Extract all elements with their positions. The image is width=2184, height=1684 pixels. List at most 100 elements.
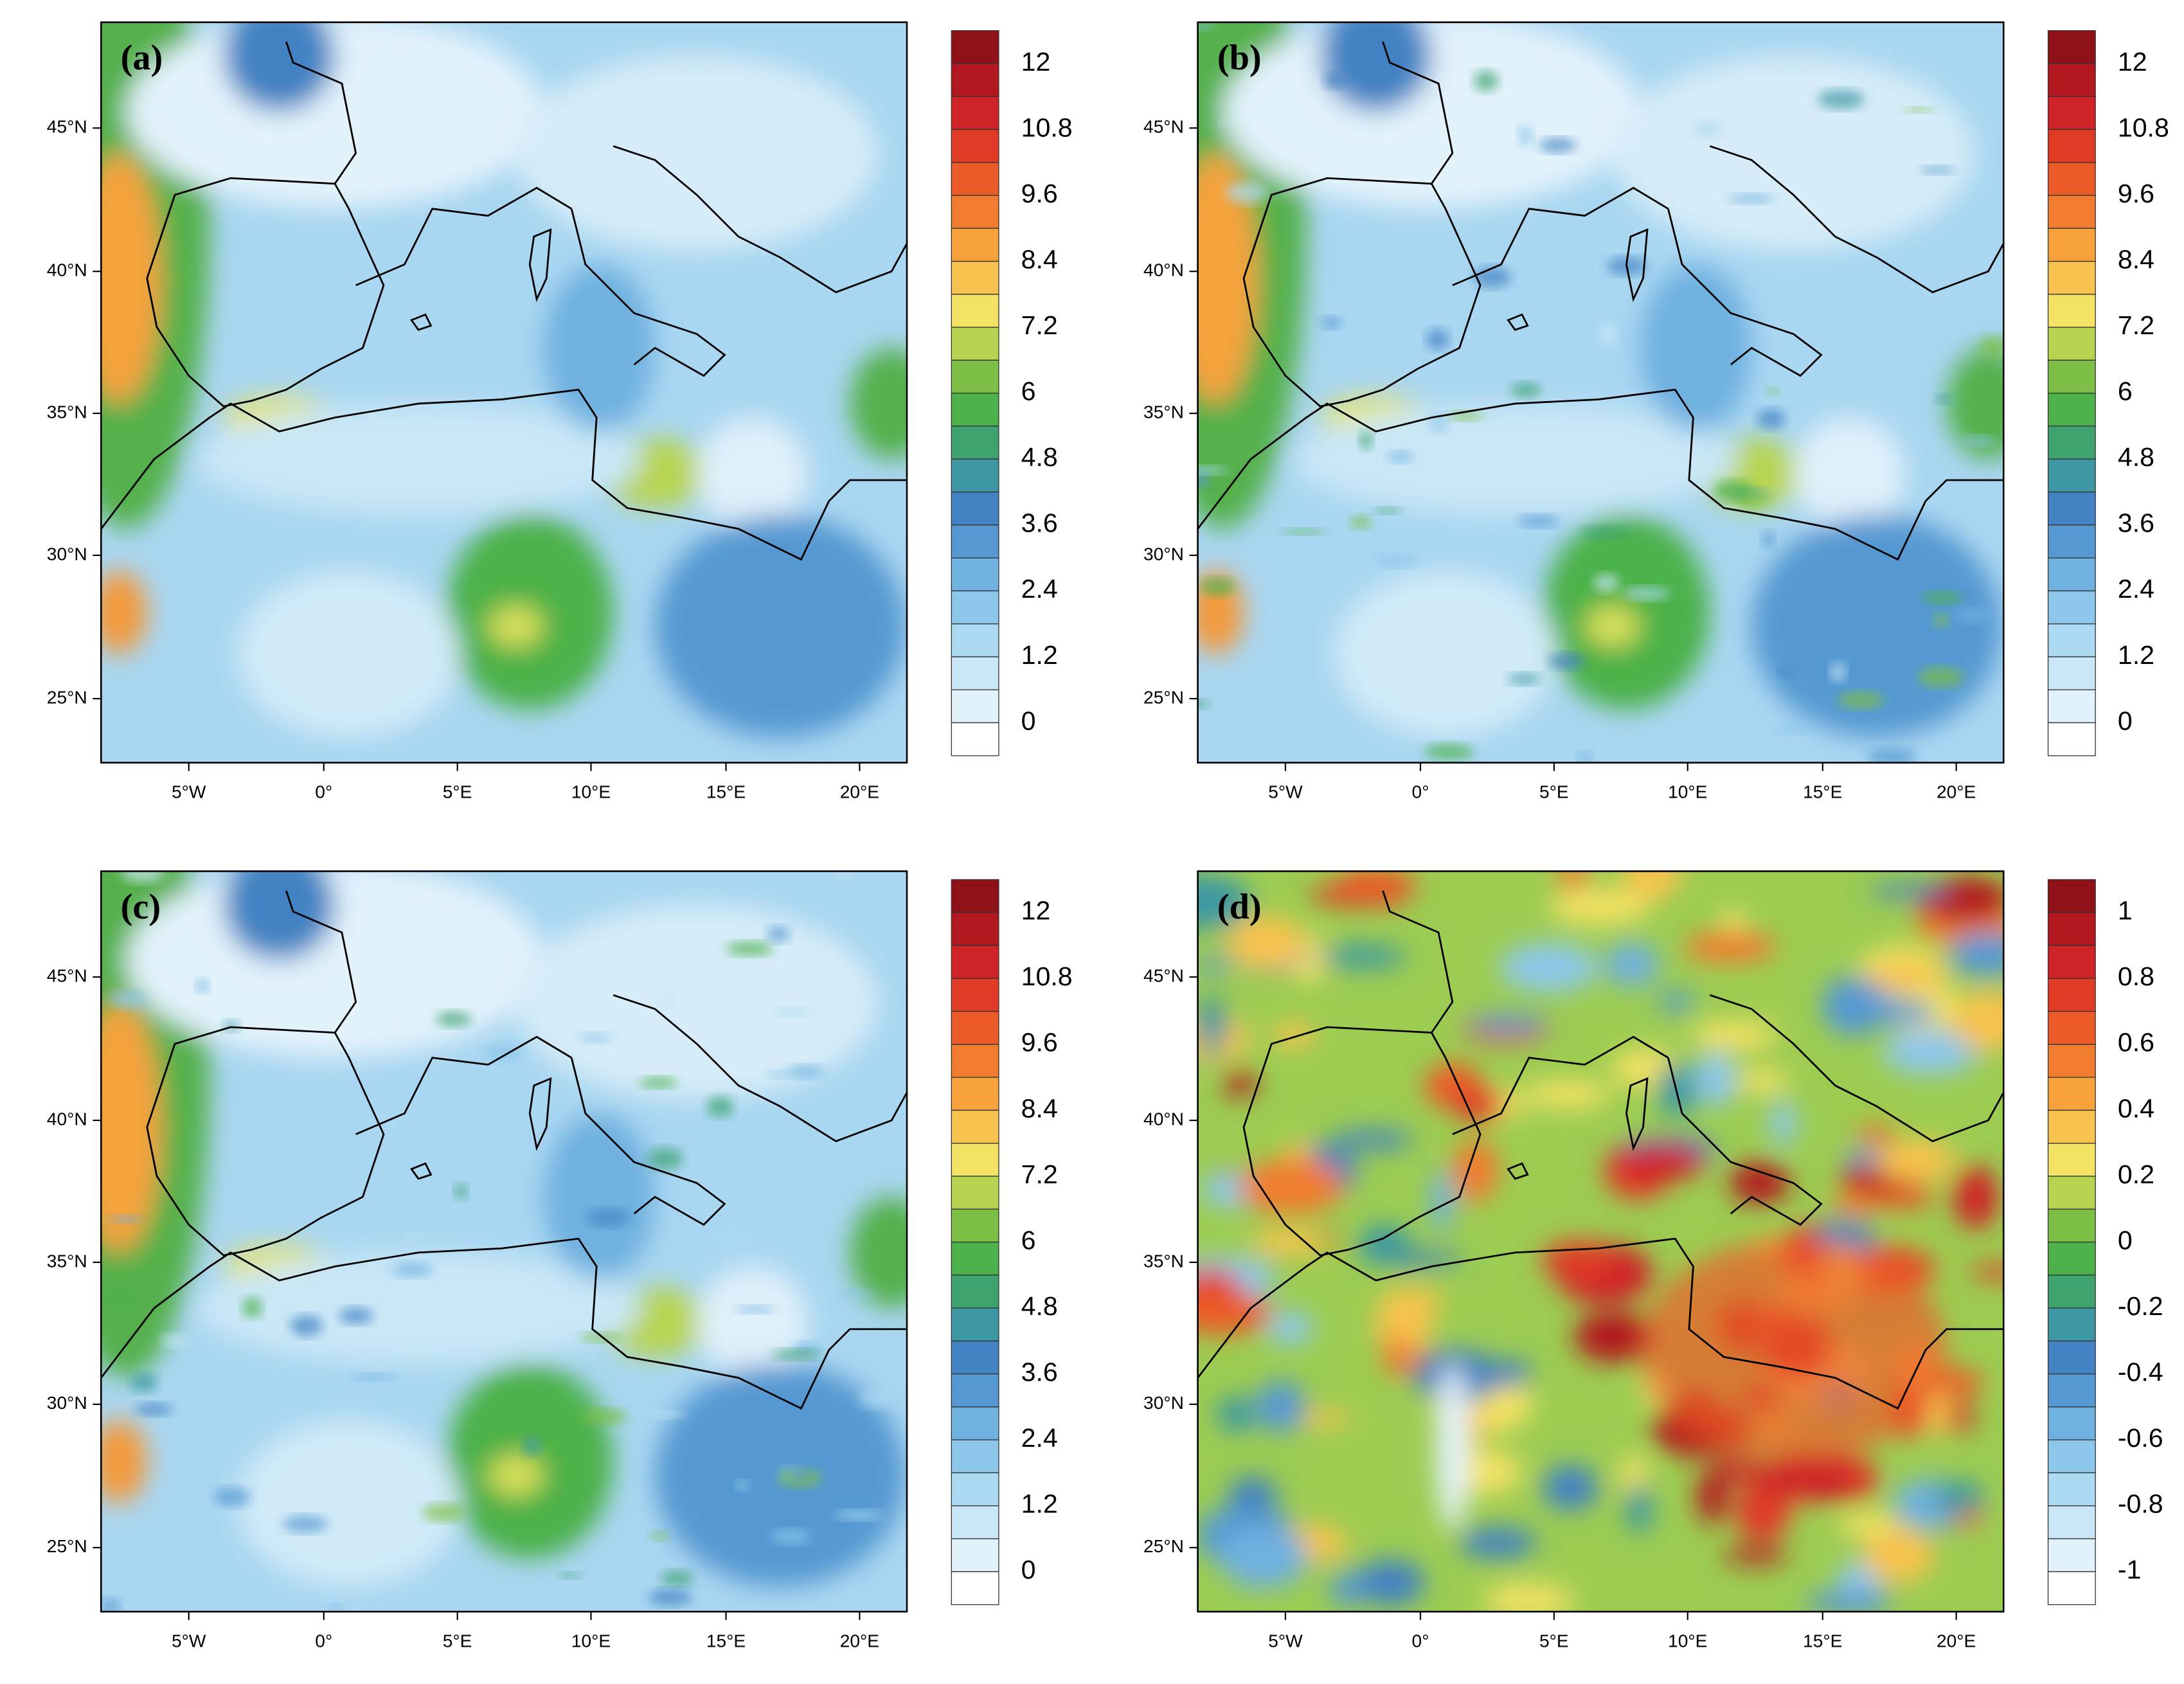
map-detail (773, 1008, 812, 1016)
map-blob (1918, 877, 2004, 922)
map-blob (1710, 1458, 1767, 1482)
map-blob (1453, 1088, 1505, 1122)
map-blob (1467, 1014, 1549, 1034)
map-detail (101, 1599, 120, 1612)
map-detail (1578, 751, 1593, 763)
colorbar-box (951, 590, 999, 625)
map-detail (130, 1373, 157, 1392)
map-blob (237, 570, 460, 738)
colorbar-label: -0.2 (2118, 1291, 2163, 1321)
map-detail (405, 1233, 421, 1241)
colorbar-box (2047, 945, 2096, 979)
map-detail (657, 992, 673, 1009)
coastline (409, 1077, 552, 1180)
colorbar-box (2047, 30, 2096, 64)
colorbar-label: 3.6 (1021, 1357, 1058, 1387)
colorbar-box (2047, 260, 2096, 295)
colorbar-label: 4.8 (1021, 1291, 1058, 1321)
map-blob (543, 1113, 656, 1281)
panel: (a) 5°W 0° 5°E 10°E 15°E 20°E 45°N 40°N 35°N 30°N 2… (47, 21, 1073, 802)
colorbar-box (951, 96, 999, 130)
map-detail (1374, 507, 1402, 514)
map-blob (1239, 1158, 1343, 1215)
map-field (101, 22, 908, 763)
colorbar-box (2047, 63, 2096, 97)
colorbar-label: -1 (2118, 1555, 2142, 1584)
map-detail (1917, 667, 1964, 688)
colorbar-box (951, 1010, 999, 1045)
colorbar-box (951, 978, 999, 1012)
map-blob (488, 605, 544, 647)
x-tick-label: 15°E (706, 1631, 746, 1651)
colorbar-box (951, 1340, 999, 1375)
colorbar-label: 8.4 (1021, 1093, 1058, 1123)
map-blob (850, 348, 908, 460)
map-detail (789, 1465, 809, 1482)
x-tick-label: 20°E (1937, 782, 1976, 802)
colorbar-box (2047, 722, 2096, 757)
colorbar-box (951, 912, 999, 946)
colorbar-box (2047, 623, 2096, 658)
colorbar-box (951, 1208, 999, 1243)
colorbar-box (951, 1241, 999, 1276)
x-tick-label: 15°E (1803, 1631, 1842, 1651)
map-blob (1483, 1583, 1574, 1612)
map-blob (223, 871, 336, 961)
map-blob (1854, 1124, 1897, 1142)
map-frame (100, 21, 908, 764)
map-blob (1330, 1130, 1415, 1149)
map-detail (1388, 451, 1413, 463)
map-blob (697, 417, 809, 529)
map-blob (1863, 1528, 1935, 1583)
colorbar-box (2047, 557, 2096, 592)
map-detail (1517, 515, 1559, 528)
map-blob (1625, 1482, 1653, 1535)
map-blob (1453, 1139, 1499, 1202)
map-detail (835, 871, 852, 879)
coastline (409, 228, 552, 331)
map-frame (100, 870, 908, 1613)
map-detail (1510, 382, 1541, 398)
colorbar-label: -0.8 (2118, 1489, 2163, 1519)
map-blob (1821, 976, 1886, 1036)
colorbar-box (951, 557, 999, 592)
x-tick-label: 5°E (443, 782, 472, 802)
colorbar-box (951, 623, 999, 658)
colorbar-box (951, 458, 999, 493)
x-tick-label: 5°E (443, 1631, 472, 1651)
map-blob (1197, 153, 1258, 404)
colorbar-box (2047, 458, 2096, 493)
y-tick-label: 30°N (47, 1393, 87, 1413)
y-tick-label: 35°N (1143, 402, 1184, 422)
colorbar-box (951, 129, 999, 163)
x-tick-label: 5°W (172, 1631, 206, 1651)
map-blob (1320, 22, 1432, 112)
colorbar-box (2047, 1176, 2096, 1210)
colorbar-box (2047, 1538, 2096, 1572)
colorbar-box (951, 294, 999, 328)
map-blob (195, 403, 641, 515)
colorbar-box (2047, 1077, 2096, 1111)
coastline (285, 890, 572, 1136)
colorbar-box (951, 1505, 999, 1539)
colorbar-label: 8.4 (2118, 244, 2154, 274)
colorbar-label: -0.6 (2118, 1423, 2163, 1453)
map-blob (1330, 1571, 1366, 1606)
x-tick-label: 10°E (571, 1631, 611, 1651)
map-detail (1429, 414, 1449, 433)
colorbar-box (951, 1176, 999, 1210)
map-detail (1757, 409, 1786, 429)
map-blob (697, 1266, 809, 1378)
colorbar-box (2047, 590, 2096, 625)
map-blob (1684, 931, 1777, 963)
map-blob (101, 153, 161, 404)
map-detail (650, 1531, 668, 1541)
map-blob (1604, 942, 1660, 987)
colorbar-label: 1.2 (1021, 640, 1058, 670)
panel: (b) 5°W 0° 5°E 10°E 15°E 20°E 45°N 40°N 35°N 30°N 2… (1143, 21, 2169, 802)
map-blob (655, 515, 906, 738)
coastline (1242, 177, 1481, 408)
map-blob (1640, 264, 1752, 432)
x-tick-label: 15°E (1803, 782, 1842, 802)
map-detail (213, 1487, 251, 1507)
